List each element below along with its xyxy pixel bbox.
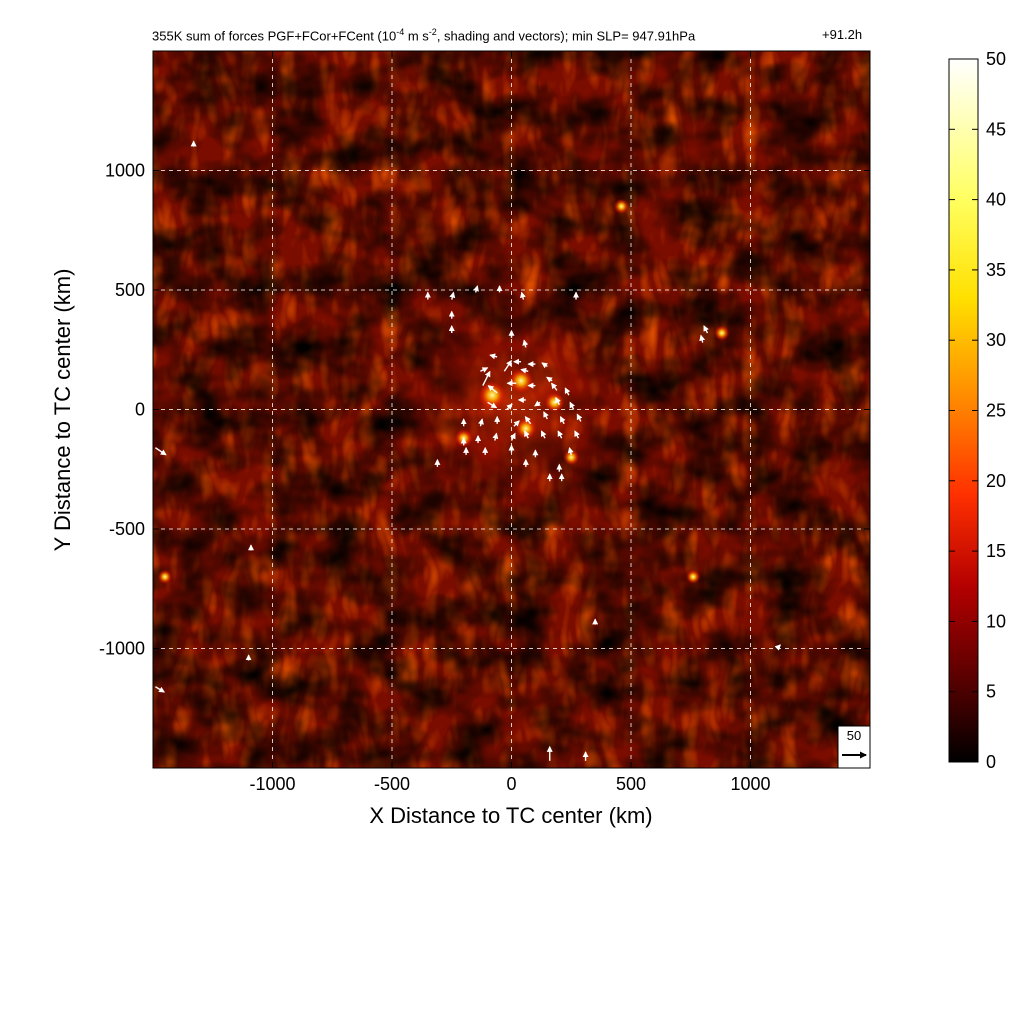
x-tick-label: 500 (616, 774, 646, 794)
force-vector (510, 432, 516, 441)
force-vector (524, 430, 530, 439)
hotspot (563, 449, 580, 466)
force-vector (155, 686, 165, 693)
colorbar-tick-label: 5 (986, 682, 996, 702)
force-vector (576, 413, 583, 422)
force-vector (567, 446, 574, 456)
force-vector (492, 432, 499, 441)
colorbar-tick-label: 35 (986, 260, 1006, 280)
force-vector (482, 370, 491, 386)
axis-ticks: -1000 -500 0 500 1000 -1000 -500 0 500 1000 (99, 51, 870, 794)
colorbar-tick-label: 45 (986, 119, 1006, 139)
colorbar: 0 5 10 15 20 25 30 35 40 45 50 (948, 49, 1006, 772)
colorbar-tick-label: 25 (986, 401, 1006, 421)
force-vector (503, 359, 512, 372)
reference-vector-key: 50 (837, 725, 871, 769)
y-tick-label: -1000 (99, 639, 145, 659)
hotspot (686, 569, 701, 584)
colorbar-tick-label: 30 (986, 330, 1006, 350)
chart-title: 355K sum of forces PGF+FCor+FCent (10-4 … (152, 27, 696, 44)
reference-vector-label: 50 (847, 728, 861, 743)
force-vector (541, 362, 548, 369)
force-vector (449, 291, 456, 300)
force-vector (478, 418, 484, 427)
force-vector (546, 376, 553, 383)
y-tick-label: 500 (115, 280, 145, 300)
force-vector (569, 401, 576, 410)
force-vector (155, 447, 167, 456)
force-vector (520, 291, 526, 300)
hotspot (613, 198, 629, 214)
core-glow (406, 299, 627, 510)
y-tick-label: -500 (109, 519, 145, 539)
colorbar-tick-label: 40 (986, 190, 1006, 210)
force-vector (559, 415, 566, 425)
hotspot (515, 418, 537, 440)
force-vector (513, 420, 520, 427)
hotspot (508, 368, 534, 394)
colorbar-tick-label: 10 (986, 611, 1006, 631)
force-vector (699, 334, 706, 343)
x-axis-label: X Distance to TC center (km) (369, 803, 652, 828)
force-vector (543, 411, 549, 420)
force-vector (522, 339, 529, 348)
x-tick-label: -1000 (249, 774, 295, 794)
force-vector (774, 644, 781, 651)
force-vector (551, 382, 558, 391)
force-vector (703, 325, 709, 334)
hotspot (714, 325, 730, 341)
colorbar-tick-label: 50 (986, 49, 1006, 69)
force-vector (557, 430, 564, 439)
force-vector (564, 387, 571, 396)
x-tick-label: 1000 (730, 774, 770, 794)
force-vector (540, 430, 547, 439)
force-vector (473, 285, 479, 293)
force-vector (524, 416, 532, 425)
hotspot (157, 569, 173, 584)
colorbar-tick-label: 15 (986, 541, 1006, 561)
y-axis-label: Y Distance to TC center (km) (50, 269, 75, 552)
force-vector (520, 367, 529, 374)
force-vector (489, 353, 498, 360)
time-label: +91.2h (822, 27, 863, 42)
y-tick-label: 1000 (105, 161, 145, 181)
force-vector (480, 367, 489, 373)
y-tick-label: 0 (135, 400, 145, 420)
colorbar-tick-label: 0 (986, 752, 996, 772)
hotspot (478, 381, 507, 410)
force-vector (487, 401, 498, 409)
x-tick-label: 0 (506, 774, 516, 794)
heatmap-field (153, 51, 870, 768)
force-vector (555, 396, 561, 406)
force-vector (534, 400, 541, 407)
force-vector (574, 430, 580, 439)
colorbar-tick-label: 20 (986, 471, 1006, 491)
x-tick-label: -500 (374, 774, 410, 794)
force-vector (487, 385, 498, 394)
